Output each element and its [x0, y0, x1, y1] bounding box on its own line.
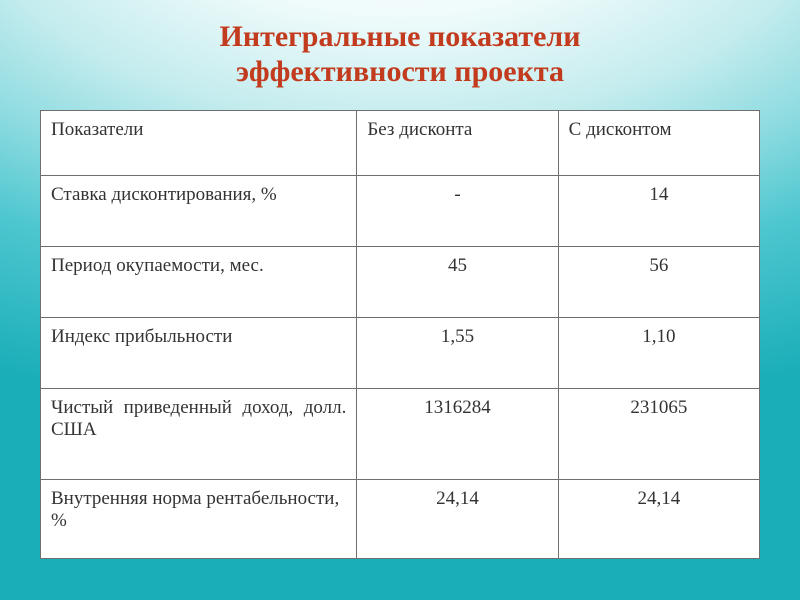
row-no-disc: - [357, 176, 558, 247]
header-indicators: Показатели [41, 111, 357, 176]
row-label: Период окупаемости, мес. [41, 247, 357, 318]
table-row: Ставка дисконтирования, % - 14 [41, 176, 760, 247]
table-row: Внутренняя норма рентабельности, % 24,14… [41, 480, 760, 559]
row-no-disc: 1,55 [357, 318, 558, 389]
row-no-disc: 45 [357, 247, 558, 318]
header-with-discount: С дисконтом [558, 111, 759, 176]
row-with-disc: 14 [558, 176, 759, 247]
row-no-disc: 1316284 [357, 389, 558, 480]
indicators-table: Показатели Без дисконта С дисконтом Став… [40, 110, 760, 559]
header-no-discount: Без дисконта [357, 111, 558, 176]
row-label: Внутренняя норма рентабельности, % [41, 480, 357, 559]
row-with-disc: 24,14 [558, 480, 759, 559]
row-no-disc: 24,14 [357, 480, 558, 559]
title-line-1: Интегральные показатели [219, 20, 580, 53]
slide: Интегральные показатели эффективности пр… [0, 0, 800, 600]
table-container: Показатели Без дисконта С дисконтом Став… [40, 110, 760, 559]
slide-title: Интегральные показатели эффективности пр… [0, 20, 800, 89]
table-row: Период окупаемости, мес. 45 56 [41, 247, 760, 318]
row-with-disc: 1,10 [558, 318, 759, 389]
row-label: Индекс прибыльности [41, 318, 357, 389]
table-header-row: Показатели Без дисконта С дисконтом [41, 111, 760, 176]
row-with-disc: 231065 [558, 389, 759, 480]
title-line-2: эффективности проекта [236, 55, 564, 88]
table-row: Индекс прибыльности 1,55 1,10 [41, 318, 760, 389]
table-row: Чистый приведенный доход, долл. США 1316… [41, 389, 760, 480]
row-label: Ставка дисконтирования, % [41, 176, 357, 247]
row-label: Чистый приведенный доход, долл. США [41, 389, 357, 480]
row-with-disc: 56 [558, 247, 759, 318]
